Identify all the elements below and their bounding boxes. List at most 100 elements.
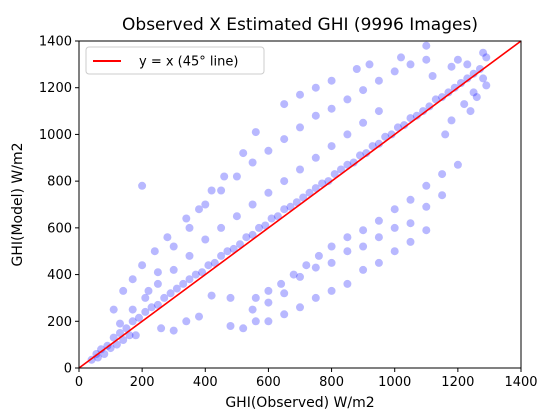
scatter-point — [157, 324, 166, 333]
scatter-point — [169, 326, 178, 335]
scatter-point — [232, 172, 241, 181]
y-axis: 0 200 400 600 800 1000 1200 1400 — [39, 35, 79, 377]
y-tick-label: 800 — [47, 175, 72, 190]
scatter-point — [406, 237, 415, 246]
scatter-point — [185, 275, 194, 284]
scatter-point — [220, 172, 229, 181]
scatter-point — [438, 93, 447, 102]
y-tick-label: 600 — [47, 221, 72, 236]
scatter-point — [116, 319, 124, 328]
scatter-point — [166, 289, 175, 298]
scatter-point — [100, 350, 109, 358]
scatter-point — [242, 233, 251, 242]
scatter-point — [422, 202, 431, 211]
x-tick-label: 1200 — [441, 375, 474, 390]
scatter-point — [109, 333, 118, 342]
scatter-point — [248, 230, 257, 239]
legend-box — [85, 46, 265, 75]
identity-line-layer — [78, 40, 522, 369]
scatter-point — [374, 258, 383, 267]
scatter-point — [261, 221, 270, 230]
scatter-point — [400, 121, 409, 130]
scatter-point — [153, 279, 162, 288]
scatter-point — [239, 149, 248, 158]
scatter-point — [286, 202, 295, 211]
scatter-point — [179, 279, 188, 288]
scatter-point — [112, 340, 121, 349]
scatter-point — [255, 223, 263, 232]
scatter-point — [356, 151, 364, 160]
scatter-point — [327, 286, 336, 295]
scatter-point — [447, 116, 456, 125]
scatter-point — [264, 317, 273, 326]
scatter-point — [119, 286, 128, 295]
scatter-point — [229, 244, 238, 253]
scatter-point — [131, 331, 140, 340]
scatter-point — [453, 55, 462, 64]
y-tick-label: 400 — [47, 268, 72, 283]
scatter-point — [305, 188, 314, 197]
scatter-point — [368, 142, 377, 151]
scatter-point — [264, 286, 273, 295]
x-tick-label: 800 — [319, 375, 344, 390]
scatter-point — [169, 265, 178, 274]
scatter-point — [267, 214, 276, 223]
scatter-point — [210, 258, 219, 267]
scatter-point — [390, 205, 399, 214]
scatter-point — [277, 279, 286, 288]
y-tick-label: 1200 — [39, 81, 72, 96]
y-tick-label: 0 — [64, 362, 72, 377]
scatter-point — [374, 216, 383, 225]
scatter-point — [447, 62, 456, 71]
scatter-point — [463, 60, 472, 69]
scatter-point — [343, 233, 352, 242]
scatter-point — [390, 67, 399, 76]
scatter-point — [337, 165, 345, 174]
scatter-point — [97, 345, 106, 354]
scatter-point — [343, 95, 352, 104]
scatter-point — [463, 74, 472, 83]
scatter-point — [138, 181, 147, 190]
scatter-point — [469, 88, 478, 97]
scatter-point — [318, 179, 327, 188]
scatter-point — [201, 235, 210, 244]
scatter-point — [135, 313, 143, 322]
scatter-point — [479, 48, 488, 57]
scatter-point — [150, 247, 159, 256]
scatter-point — [185, 223, 194, 232]
scatter-point — [153, 268, 162, 277]
scatter-point — [296, 90, 304, 99]
scatter-point — [251, 293, 260, 302]
scatter-point — [280, 205, 289, 214]
scatter-point — [172, 284, 181, 293]
scatter-point — [311, 111, 320, 120]
scatter-point — [195, 205, 203, 214]
scatter-point — [359, 118, 368, 127]
scatter-point — [169, 242, 178, 251]
scatter-point — [425, 102, 434, 111]
scatter-point — [119, 336, 128, 344]
plot-frame — [78, 40, 522, 369]
scatter-point — [460, 100, 469, 109]
scatter-point — [223, 247, 232, 256]
scatter-point — [482, 53, 491, 62]
scatter-point — [393, 123, 402, 132]
chart-title: Observed X Estimated GHI (9996 Images) — [122, 15, 478, 35]
scatter-point — [296, 303, 304, 312]
x-tick-label: 200 — [130, 375, 155, 390]
scatter-point — [479, 74, 488, 83]
legend: y = x (45° line) — [85, 46, 265, 75]
scatter-point — [397, 53, 405, 62]
scatter-point — [125, 331, 134, 340]
scatter-point — [138, 261, 147, 270]
scatter-point — [476, 65, 484, 73]
scatter-point — [343, 247, 352, 256]
scatter-point — [264, 188, 273, 197]
scatter-point — [422, 226, 431, 235]
scatter-point — [428, 72, 437, 80]
scatter-point — [311, 184, 320, 193]
scatter-point — [226, 293, 235, 302]
scatter-point — [327, 104, 336, 113]
scatter-point — [327, 76, 336, 85]
